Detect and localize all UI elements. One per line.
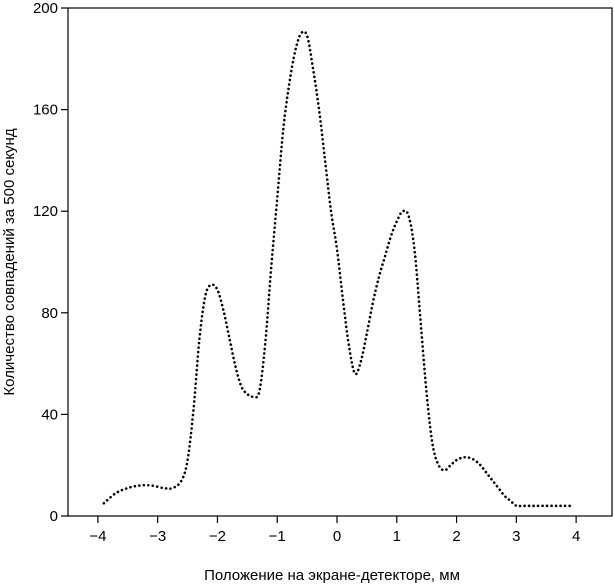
x-tick-label: 2 [452,528,460,545]
x-tick-label: 1 [393,528,401,545]
y-tick-label: 160 [33,102,58,119]
y-tick-label: 120 [33,203,58,220]
series-line-0 [102,30,572,508]
y-axis-title: Количество совпадений за 500 секунд [1,128,18,395]
y-tick-label: 200 [33,0,58,17]
y-axis-ticks: 0 40 80 120 160 200 [33,0,68,525]
x-axis-title: Положение на экране-детекторе, мм [204,567,460,584]
x-tick-label: −2 [209,528,226,545]
x-tick-label: 3 [512,528,520,545]
x-tick-label: −4 [89,528,106,545]
series-layer [102,30,572,508]
plot-border [67,7,613,517]
x-tick-label: −3 [149,528,166,545]
y-tick-label: 40 [41,406,58,423]
x-axis-ticks: −4 −3 −2 −1 0 1 2 3 4 [89,516,580,545]
plot-frame [67,7,613,517]
x-tick-label: 4 [572,528,580,545]
y-tick-label: 80 [41,305,58,322]
x-tick-label: −1 [269,528,286,545]
x-tick-label: 0 [333,528,341,545]
y-tick-label: 0 [50,508,58,525]
